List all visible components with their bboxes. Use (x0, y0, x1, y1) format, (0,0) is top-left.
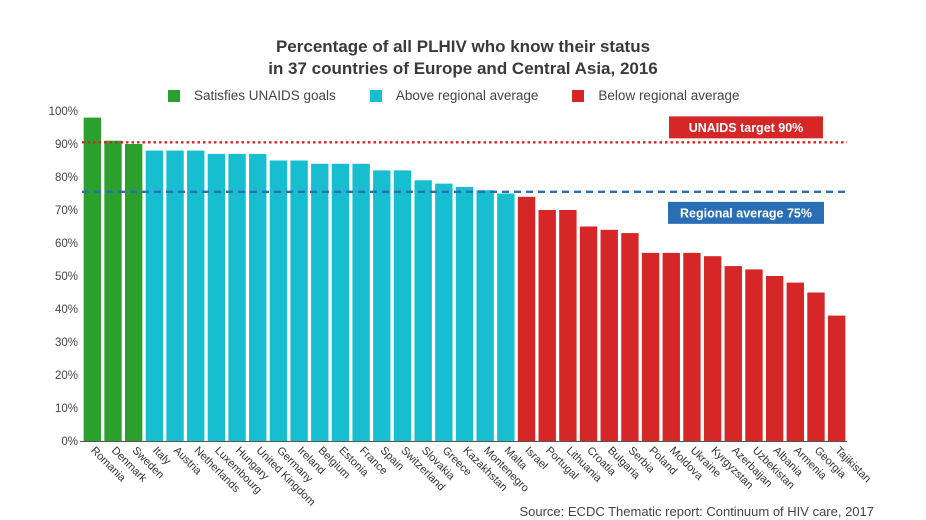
bar (290, 160, 308, 441)
source-note: Source: ECDC Thematic report: Continuum … (519, 504, 874, 519)
bar (807, 292, 825, 441)
legend-entry-goal: Satisfies UNAIDS goals (168, 88, 336, 103)
bar (145, 150, 164, 441)
bar (517, 196, 536, 441)
bar (621, 233, 639, 441)
bar (249, 153, 267, 441)
bar (311, 163, 329, 442)
y-tick-label: 30% (55, 337, 78, 349)
y-tick-label: 50% (55, 271, 78, 283)
y-tick-label: 90% (55, 139, 78, 151)
bar (166, 150, 184, 441)
y-tick-label: 40% (55, 304, 78, 316)
bar (476, 190, 494, 441)
legend-swatch-above (369, 89, 382, 102)
bar (352, 163, 370, 442)
bar (538, 210, 556, 441)
annotation-box (668, 201, 824, 224)
bar (125, 144, 143, 441)
chart-title-line-1: Percentage of all PLHIV who know their s… (275, 37, 651, 56)
bar (827, 315, 846, 441)
legend-label-above: Above regional average (395, 88, 539, 103)
bar (104, 140, 122, 441)
bar (228, 153, 246, 441)
legend-swatch-goal (168, 89, 180, 102)
bar (724, 266, 742, 441)
y-tick-label: 60% (55, 238, 78, 250)
annotation-label: Regional average 75% (680, 206, 812, 220)
bar (187, 150, 205, 441)
legend-entry-below: Below regional average (572, 88, 740, 103)
y-tick-label: 100% (49, 106, 78, 118)
legend-swatch-below (572, 89, 585, 102)
bar (662, 252, 680, 441)
chart-title: Percentage of all PLHIV who know their s… (0, 36, 926, 80)
annotation-box (669, 116, 823, 139)
bar (703, 256, 722, 441)
bar (331, 163, 350, 442)
bar (455, 186, 474, 441)
bar (786, 282, 804, 441)
bar (765, 276, 784, 441)
bar (393, 170, 412, 441)
bar (745, 269, 763, 441)
y-tick-label: 80% (55, 172, 78, 184)
y-tick-label: 10% (55, 403, 78, 415)
bar (83, 117, 102, 441)
bar (683, 252, 701, 441)
bar (600, 229, 618, 441)
bar (373, 170, 391, 441)
x-tick-label: Israel (522, 445, 550, 473)
legend-label-below: Below regional average (598, 88, 740, 103)
annotation-label: UNAIDS target 90% (689, 121, 804, 135)
legend-label-goal: Satisfies UNAIDS goals (194, 88, 336, 103)
bar (207, 153, 226, 441)
bar (579, 226, 598, 441)
legend-entry-above: Above regional average (369, 88, 539, 103)
bar (414, 180, 432, 442)
chart-title-line-2: in 37 countries of Europe and Central As… (268, 59, 658, 78)
y-tick-label: 0% (61, 436, 78, 448)
bar (641, 252, 660, 441)
bar (269, 160, 288, 441)
bar (435, 183, 453, 441)
y-tick-label: 70% (55, 205, 78, 217)
y-tick-label: 20% (55, 370, 78, 382)
bar (497, 193, 515, 441)
bar (559, 210, 577, 441)
chart-legend: Satisfies UNAIDS goals Above regional av… (168, 88, 774, 103)
